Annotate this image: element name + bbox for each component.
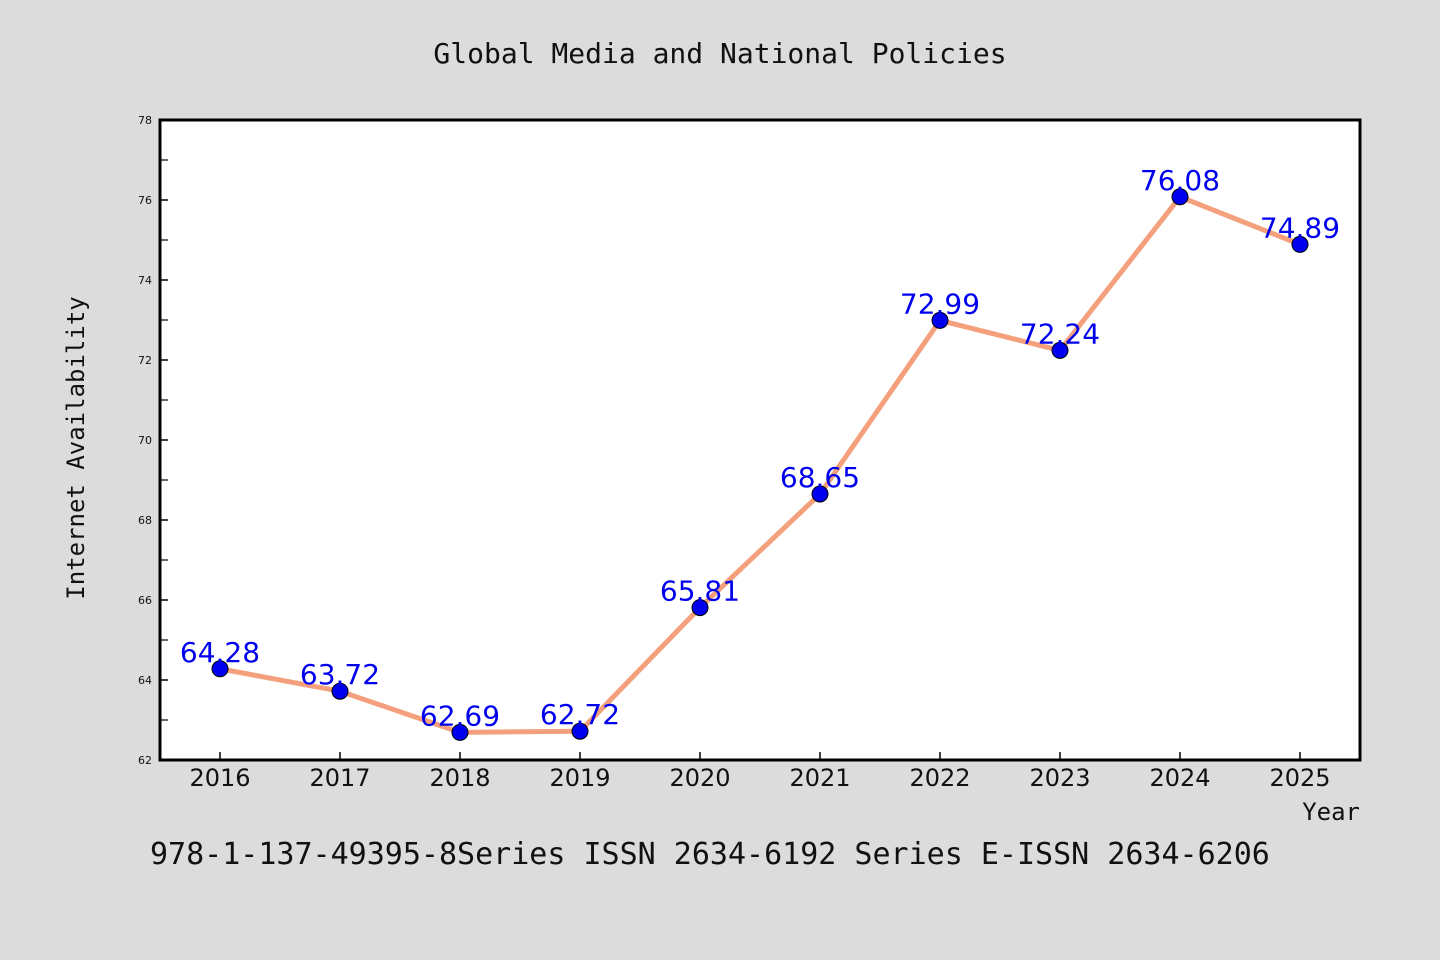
data-point bbox=[211, 660, 229, 678]
x-tick-label: 2019 bbox=[549, 764, 610, 792]
y-tick-label: 70 bbox=[138, 434, 152, 447]
data-label: 65.81 bbox=[660, 575, 740, 608]
y-tick-label: 68 bbox=[138, 514, 152, 527]
data-label: 63.72 bbox=[300, 658, 380, 691]
y-tick-label: 74 bbox=[138, 274, 152, 287]
data-label: 74.89 bbox=[1260, 211, 1340, 244]
data-label: 72.24 bbox=[1020, 317, 1100, 350]
x-tick-label: 2021 bbox=[789, 764, 850, 792]
data-point bbox=[691, 599, 709, 617]
data-point bbox=[331, 682, 349, 700]
data-label: 68.65 bbox=[780, 461, 860, 494]
footer-isbn-issn: 978-1-137-49395-8Series ISSN 2634-6192 S… bbox=[150, 837, 1270, 872]
x-tick-label: 2023 bbox=[1029, 764, 1090, 792]
x-axis-label: Year bbox=[1302, 798, 1360, 826]
data-points bbox=[211, 188, 1309, 741]
x-tick-label: 2016 bbox=[189, 764, 250, 792]
plot-area bbox=[158, 118, 1362, 762]
y-axis-label: Internet Availability bbox=[62, 296, 90, 599]
data-labels: 64.28 63.72 62.69 62.72 65.81 68.65 72.99 72.24… bbox=[180, 164, 1340, 733]
y-tick-label: 78 bbox=[138, 114, 152, 127]
data-label: 76.08 bbox=[1140, 164, 1220, 197]
y-tick-label: 72 bbox=[138, 354, 152, 367]
x-tick-label: 2017 bbox=[309, 764, 370, 792]
y-tick-label: 76 bbox=[138, 194, 152, 207]
data-label: 62.69 bbox=[420, 699, 500, 732]
y-tick-label: 62 bbox=[138, 754, 152, 767]
x-tick-label: 2024 bbox=[1149, 764, 1210, 792]
data-point bbox=[451, 723, 469, 741]
chart-title: Global Media and National Policies bbox=[433, 37, 1006, 70]
series-line bbox=[217, 194, 1303, 735]
x-tick-label: 2022 bbox=[909, 764, 970, 792]
data-label: 72.99 bbox=[900, 287, 980, 320]
data-point bbox=[571, 722, 589, 740]
data-point bbox=[1051, 341, 1069, 359]
y-axis-ticks: 62 64 66 68 70 72 74 76 78 bbox=[138, 114, 168, 767]
data-label: 62.72 bbox=[540, 698, 620, 731]
data-point bbox=[1171, 188, 1189, 206]
data-point bbox=[811, 485, 829, 503]
x-tick-label: 2025 bbox=[1269, 764, 1330, 792]
data-label: 64.28 bbox=[180, 636, 260, 669]
y-tick-label: 66 bbox=[138, 594, 152, 607]
data-point bbox=[1291, 235, 1309, 253]
x-tick-label: 2020 bbox=[669, 764, 730, 792]
x-axis-ticks: 2016 2017 2018 2019 2020 2021 2022 2023 2024 2025 bbox=[189, 752, 1331, 792]
series-line-group bbox=[217, 194, 1303, 735]
y-tick-label: 64 bbox=[138, 674, 152, 687]
data-point bbox=[931, 311, 949, 329]
x-tick-label: 2018 bbox=[429, 764, 490, 792]
